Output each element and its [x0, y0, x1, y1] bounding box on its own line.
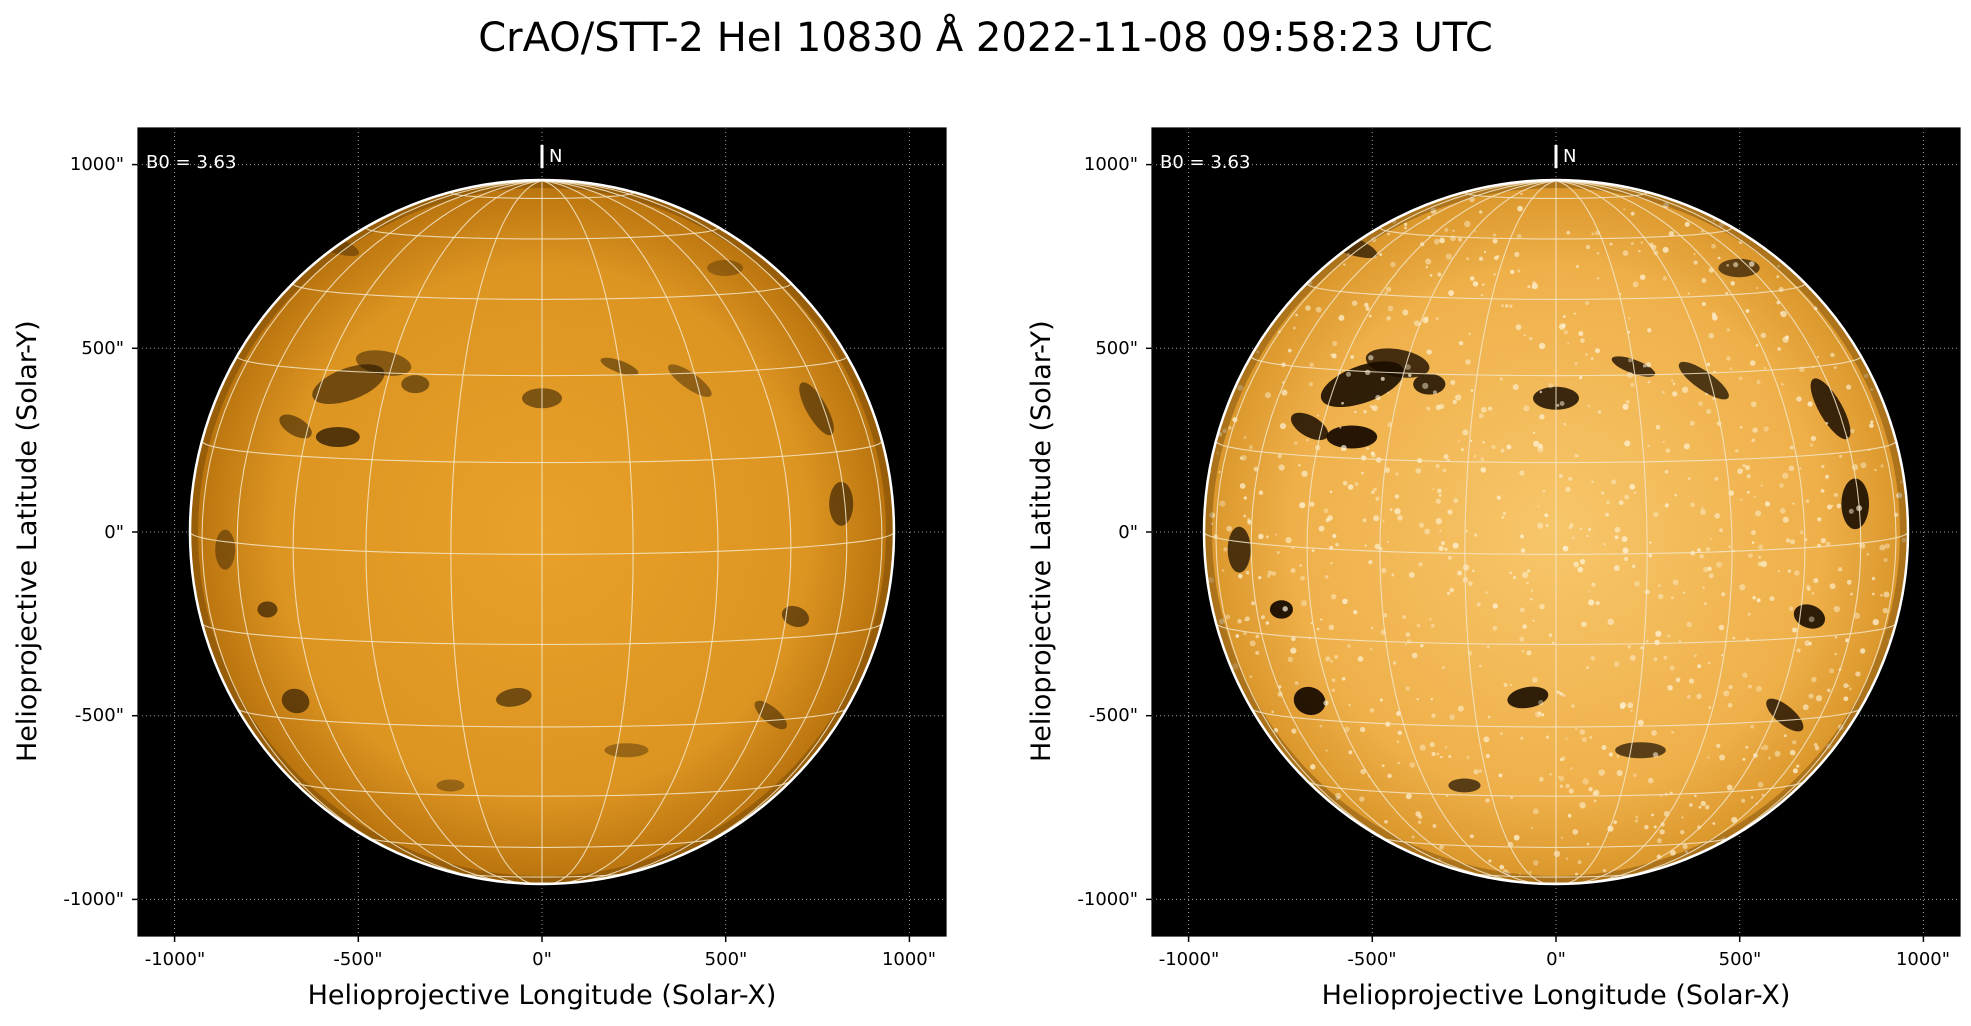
- y-tick-label: -500": [1089, 705, 1138, 726]
- plot-frame: [137, 127, 947, 937]
- y-axis-label: Helioprojective Latitude (Solar-Y): [1026, 320, 1057, 762]
- x-tick-label: 500": [705, 949, 748, 970]
- x-tick-label: -500": [1347, 949, 1396, 970]
- figure-title: CrAO/STT-2 HeI 10830 Å 2022-11-08 09:58:…: [478, 15, 1493, 61]
- north-label: N: [1563, 146, 1576, 167]
- parallel-line: [201, 622, 883, 645]
- y-ticks-left: 1000" 500" 0" -500" -1000": [63, 154, 124, 910]
- y-tick-label: -1000": [63, 889, 124, 910]
- y-axis-label: Helioprojective Latitude (Solar-Y): [12, 320, 43, 762]
- parallel-line: [365, 836, 719, 848]
- y-tick-label: 0": [1118, 522, 1138, 543]
- parallel-line: [1379, 836, 1733, 848]
- parallel-line: [292, 780, 792, 797]
- x-ticks-right: -1000" -500" 0" 500" 1000": [1159, 949, 1950, 970]
- solar-image-right: -1000" -500" 0" 500" 1000" 1000" 500" 0"…: [1077, 127, 1961, 970]
- parallel-line: [1215, 622, 1897, 645]
- y-tick-label: -500": [75, 705, 124, 726]
- north-label: N: [549, 146, 562, 167]
- parallel-line: [365, 227, 719, 240]
- x-axis-label: Helioprojective Longitude (Solar-X): [1321, 980, 1791, 1011]
- parallel-line: [1215, 440, 1897, 464]
- plot-frame: [1151, 127, 1961, 937]
- parallel-line: [292, 283, 792, 300]
- x-tick-label: -1000": [1159, 949, 1220, 970]
- x-axis-label: Helioprojective Longitude (Solar-X): [307, 980, 777, 1011]
- parallel-line: [1464, 192, 1648, 199]
- y-tick-label: 1000": [70, 154, 124, 175]
- parallel-line: [1379, 227, 1733, 240]
- parallel-line: [1306, 780, 1806, 797]
- parallel-line: [236, 356, 848, 377]
- b0-label: B0 = 3.63: [146, 152, 236, 173]
- parallel-line: [1204, 531, 1908, 555]
- limb-outline: [1202, 178, 1910, 886]
- parallel-line: [236, 707, 848, 728]
- parallel-line: [201, 440, 883, 464]
- solar-image-left: -1000" -500" 0" 500" 1000" 1000" 500" 0"…: [63, 127, 947, 970]
- y-tick-label: 500": [1095, 338, 1138, 359]
- x-tick-label: 0": [1546, 949, 1566, 970]
- x-tick-label: -500": [333, 949, 382, 970]
- y-tick-label: -1000": [1077, 889, 1138, 910]
- limb-outline: [188, 178, 896, 886]
- x-tick-label: -1000": [145, 949, 206, 970]
- y-ticks-right: 1000" 500" 0" -500" -1000": [1077, 154, 1138, 910]
- x-tick-label: 1000": [882, 949, 936, 970]
- parallel-line: [1250, 356, 1862, 377]
- x-ticks-left: -1000" -500" 0" 500" 1000": [145, 949, 936, 970]
- x-tick-label: 0": [532, 949, 552, 970]
- x-tick-label: 1000": [1896, 949, 1950, 970]
- parallel-line: [190, 531, 894, 555]
- y-tick-label: 1000": [1084, 154, 1138, 175]
- y-tick-label: 500": [81, 338, 124, 359]
- parallel-line: [1306, 283, 1806, 300]
- b0-label: B0 = 3.63: [1160, 152, 1250, 173]
- parallel-line: [450, 192, 634, 199]
- x-tick-label: 500": [1719, 949, 1762, 970]
- y-tick-label: 0": [104, 522, 124, 543]
- parallel-line: [1250, 707, 1862, 728]
